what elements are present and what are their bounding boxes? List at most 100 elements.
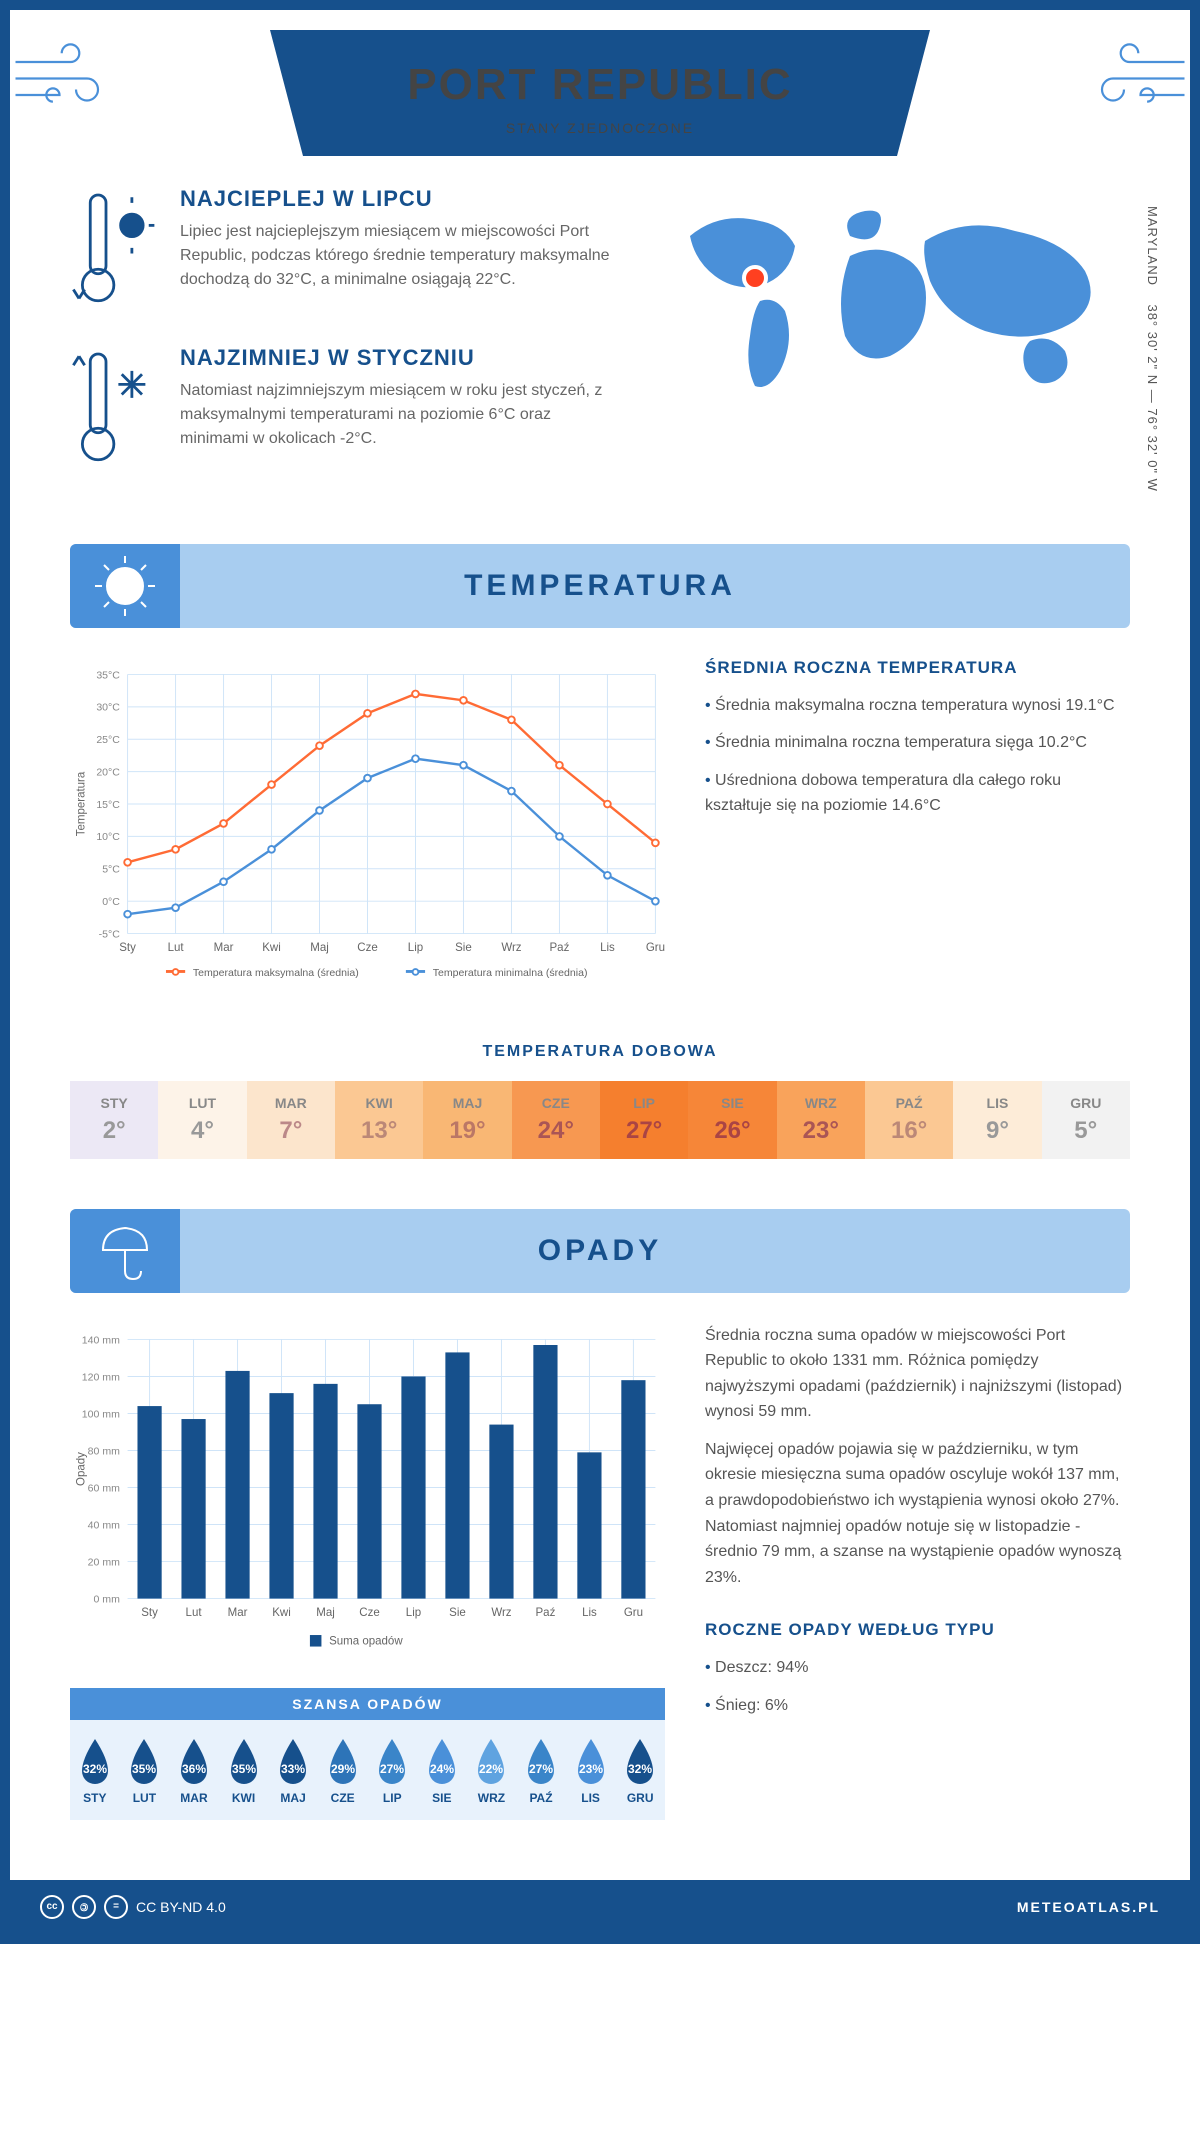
svg-text:20°C: 20°C [96,766,120,778]
daily-cell: LIS9° [953,1081,1041,1159]
fact-warm-title: NAJCIEPLEJ W LIPCU [180,186,610,212]
temp-bullet: Średnia minimalna roczna temperatura się… [705,730,1130,756]
daily-cell: LIP27° [600,1081,688,1159]
daily-cell: SIE26° [688,1081,776,1159]
svg-text:36%: 36% [182,1762,206,1776]
fact-warm-text: Lipiec jest najcieplejszym miesiącem w m… [180,220,610,292]
page-title: PORT REPUBLIC [270,60,930,110]
precip-para: Najwięcej opadów pojawia się w październ… [705,1437,1130,1591]
daily-cell: GRU5° [1042,1081,1130,1159]
svg-text:27%: 27% [380,1762,404,1776]
daily-cell: CZE24° [512,1081,600,1159]
chance-cell: 27%LIP [367,1735,417,1805]
svg-text:23%: 23% [579,1762,603,1776]
svg-text:120 mm: 120 mm [82,1371,120,1383]
svg-text:Mar: Mar [228,1606,248,1618]
chance-cell: 33%MAJ [268,1735,318,1805]
svg-text:40 mm: 40 mm [88,1519,120,1531]
svg-text:27%: 27% [529,1762,553,1776]
site-name: METEOATLAS.PL [1017,1899,1160,1915]
by-icon: 🄯 [72,1895,96,1919]
daily-cell: STY2° [70,1081,158,1159]
svg-text:100 mm: 100 mm [82,1408,120,1420]
temp-text-title: ŚREDNIA ROCZNA TEMPERATURA [705,658,1130,678]
svg-text:35%: 35% [232,1762,256,1776]
wind-icon [10,40,120,120]
svg-text:35%: 35% [132,1762,156,1776]
svg-text:0°C: 0°C [102,896,120,908]
svg-text:33%: 33% [281,1762,305,1776]
chance-cell: 29%CZE [318,1735,368,1805]
wind-icon [1080,40,1190,120]
svg-text:Lip: Lip [408,941,423,953]
thermometer-hot-icon [70,186,160,315]
page-subtitle: STANY ZJEDNOCZONE [270,120,930,136]
svg-text:Sty: Sty [119,941,136,953]
chance-cell: 35%LUT [120,1735,170,1805]
daily-cell: PAŹ16° [865,1081,953,1159]
svg-text:24%: 24% [430,1762,454,1776]
chance-cell: 32%GRU [615,1735,665,1805]
svg-text:Maj: Maj [316,1606,335,1618]
svg-text:Lis: Lis [582,1606,597,1618]
header-ribbon: PORT REPUBLIC STANY ZJEDNOCZONE [270,30,930,156]
svg-text:80 mm: 80 mm [88,1445,120,1457]
chance-cell: 32%STY [70,1735,120,1805]
sun-icon [70,544,180,628]
daily-temp-title: TEMPERATURA DOBOWA [70,1043,1130,1061]
chance-title: SZANSA OPADÓW [70,1688,665,1720]
footer: cc 🄯 = CC BY-ND 4.0 METEOATLAS.PL [10,1880,1190,1934]
svg-text:Lut: Lut [168,941,185,953]
svg-text:-5°C: -5°C [99,928,121,940]
daily-cell: MAJ19° [423,1081,511,1159]
cc-icon: cc [40,1895,64,1919]
daily-cell: MAR7° [247,1081,335,1159]
svg-text:Kwi: Kwi [272,1606,291,1618]
coordinates: MARYLAND 38° 30' 2" N — 76° 32' 0" W [1145,206,1160,492]
svg-text:Lis: Lis [600,941,615,953]
daily-cell: WRZ23° [777,1081,865,1159]
svg-text:20 mm: 20 mm [88,1556,120,1568]
svg-text:Cze: Cze [357,941,377,953]
temp-bullet: Uśredniona dobowa temperatura dla całego… [705,768,1130,819]
svg-text:0 mm: 0 mm [94,1593,121,1605]
svg-text:Lip: Lip [406,1606,421,1618]
svg-text:Paź: Paź [550,941,570,953]
daily-cell: KWI13° [335,1081,423,1159]
umbrella-icon [70,1209,180,1293]
chance-cell: 35%KWI [219,1735,269,1805]
svg-text:Opady: Opady [75,1451,87,1485]
svg-text:Mar: Mar [214,941,234,953]
svg-text:32%: 32% [83,1762,107,1776]
fact-cold-title: NAJZIMNIEJ W STYCZNIU [180,345,610,371]
precip-para: Średnia roczna suma opadów w miejscowośc… [705,1323,1130,1425]
precip-type: Deszcz: 94% [705,1655,1130,1681]
world-map [650,186,1130,426]
fact-warmest: NAJCIEPLEJ W LIPCU Lipiec jest najcieple… [70,186,610,315]
svg-text:Wrz: Wrz [501,941,521,953]
svg-text:Maj: Maj [310,941,329,953]
chance-cell: 27%PAŹ [516,1735,566,1805]
svg-text:Lut: Lut [186,1606,203,1618]
fact-coldest: NAJZIMNIEJ W STYCZNIU Natomiast najzimni… [70,345,610,474]
precip-type-title: ROCZNE OPADY WEDŁUG TYPU [705,1620,1130,1640]
svg-text:60 mm: 60 mm [88,1482,120,1494]
svg-text:30°C: 30°C [96,701,120,713]
daily-temp-row: STY2°LUT4°MAR7°KWI13°MAJ19°CZE24°LIP27°S… [70,1081,1130,1159]
svg-text:10°C: 10°C [96,831,120,843]
svg-text:5°C: 5°C [102,863,120,875]
svg-text:22%: 22% [479,1762,503,1776]
chance-cell: 36%MAR [169,1735,219,1805]
chance-cell: 22%WRZ [467,1735,517,1805]
section-title: TEMPERATURA [70,569,1130,603]
temperature-line-chart: -5°C0°C5°C10°C15°C20°C25°C30°C35°CStyLut… [70,658,665,998]
svg-text:Paź: Paź [536,1606,556,1618]
svg-text:Kwi: Kwi [262,941,281,953]
svg-text:15°C: 15°C [96,798,120,810]
svg-text:Sie: Sie [455,941,472,953]
section-temperature: TEMPERATURA [70,544,1130,628]
temp-bullet: Średnia maksymalna roczna temperatura wy… [705,693,1130,719]
svg-text:32%: 32% [628,1762,652,1776]
fact-cold-text: Natomiast najzimniejszym miesiącem w rok… [180,379,610,451]
svg-text:Gru: Gru [646,941,665,953]
